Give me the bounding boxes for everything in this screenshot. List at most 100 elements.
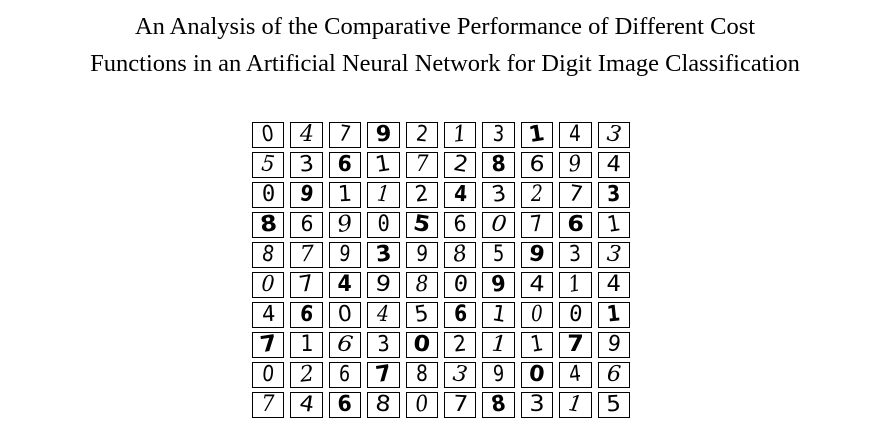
digit-cell: 7 (252, 392, 285, 418)
digit-cell: 2 (405, 182, 438, 208)
digit-cell: 1 (520, 122, 554, 148)
digit-glyph: 0 (260, 122, 276, 148)
digit-glyph: 5 (260, 152, 277, 178)
digit-glyph: 0 (451, 272, 469, 298)
digit-glyph: 1 (566, 272, 584, 298)
digit-cell: 3 (520, 392, 554, 418)
digit-cell: 1 (367, 182, 400, 208)
digit-cell: 8 (252, 242, 285, 268)
digit-cell: 0 (328, 302, 362, 328)
digit-cell: 4 (367, 302, 400, 328)
digit-glyph: 2 (531, 182, 543, 207)
digit-cell: 6 (328, 152, 362, 178)
digit-glyph: 7 (566, 182, 585, 208)
digit-glyph: 7 (337, 122, 353, 148)
digit-glyph: 9 (335, 212, 355, 238)
digit-cell: 3 (597, 122, 630, 148)
digit-glyph: 9 (490, 272, 507, 298)
digit-glyph: 5 (411, 212, 433, 238)
digit-glyph: 9 (567, 152, 584, 178)
digit-glyph: 2 (298, 362, 315, 388)
digit-cell: 8 (482, 152, 515, 178)
digit-glyph: 3 (489, 182, 508, 208)
digit-glyph: 0 (413, 392, 430, 418)
digit-glyph: 9 (338, 242, 352, 268)
digit-cell: 9 (367, 122, 400, 148)
digit-glyph: 9 (492, 362, 505, 388)
digit-glyph: 6 (299, 212, 314, 238)
digit-glyph: 6 (528, 152, 546, 178)
digit-cell: 6 (328, 332, 362, 358)
digit-cell: 6 (559, 212, 592, 238)
digit-glyph: 7 (567, 332, 584, 357)
digit-cell: 0 (252, 272, 285, 298)
digit-cell: 5 (482, 242, 515, 268)
digit-cell: 7 (290, 242, 323, 268)
digit-glyph: 7 (373, 362, 393, 388)
digit-glyph: 1 (489, 302, 508, 328)
digit-glyph: 4 (453, 182, 468, 208)
digit-cell: 9 (482, 362, 515, 388)
digit-cell: 9 (597, 332, 630, 358)
digit-glyph: 1 (527, 122, 547, 148)
digit-cell: 4 (559, 122, 592, 148)
digit-cell: 1 (597, 302, 630, 328)
digit-cell: 2 (444, 152, 477, 178)
digit-cell: 1 (520, 332, 554, 358)
digit-cell: 0 (252, 122, 285, 148)
digit-cell: 5 (405, 302, 438, 328)
digit-glyph: 8 (374, 392, 393, 418)
digit-cell: 6 (328, 392, 362, 418)
digit-glyph: 7 (257, 332, 279, 358)
digit-cell: 1 (482, 332, 515, 358)
digit-glyph: 6 (338, 362, 352, 388)
digit-cell: 3 (290, 152, 323, 178)
digit-cell: 0 (405, 332, 438, 358)
digit-cell: 3 (444, 362, 477, 388)
digit-glyph: 7 (415, 152, 429, 177)
digit-cell: 5 (252, 152, 285, 178)
digit-cell: 7 (559, 332, 592, 358)
digit-glyph: 3 (568, 242, 582, 268)
digit-cell: 3 (482, 182, 515, 208)
digit-glyph: 4 (376, 302, 391, 328)
digit-glyph: 1 (300, 332, 314, 357)
digit-cell: 6 (520, 152, 554, 178)
digit-cell: 7 (444, 392, 477, 418)
digit-glyph: 9 (527, 242, 547, 268)
digit-glyph: 4 (605, 152, 622, 178)
digit-glyph: 5 (492, 242, 505, 267)
digit-cell: 0 (252, 182, 285, 208)
paper-title: An Analysis of the Comparative Performan… (0, 8, 890, 82)
digit-cell: 8 (405, 272, 438, 298)
digit-cell: 8 (367, 392, 400, 418)
digit-glyph: 9 (374, 122, 392, 148)
digit-glyph: 1 (567, 392, 584, 418)
digit-glyph: 6 (566, 212, 585, 238)
digit-cell: 3 (597, 182, 630, 208)
digit-glyph: 3 (451, 362, 470, 388)
paper-title-line-2: Functions in an Artificial Neural Networ… (90, 50, 800, 77)
digit-cell: 2 (290, 362, 323, 388)
digit-cell: 1 (444, 122, 477, 148)
digit-cell: 1 (290, 332, 323, 358)
digit-cell: 9 (520, 242, 554, 268)
digit-glyph: 3 (529, 392, 545, 417)
digit-cell: 7 (520, 212, 554, 238)
digit-cell: 1 (367, 152, 400, 178)
digit-cell: 0 (520, 362, 554, 388)
digit-cell: 9 (559, 152, 592, 178)
digit-cell: 5 (405, 212, 438, 238)
digit-glyph: 1 (337, 182, 353, 208)
digit-glyph: 2 (413, 182, 430, 208)
digit-cell: 1 (559, 272, 592, 298)
digit-cell: 4 (252, 302, 285, 328)
digit-glyph: 4 (528, 272, 546, 298)
digit-cell: 7 (252, 332, 285, 358)
digit-cell: 6 (328, 362, 362, 388)
digit-glyph: 4 (299, 122, 314, 147)
digit-cell: 2 (405, 122, 438, 148)
digit-glyph: 4 (568, 362, 583, 388)
digit-glyph: 4 (260, 302, 276, 328)
